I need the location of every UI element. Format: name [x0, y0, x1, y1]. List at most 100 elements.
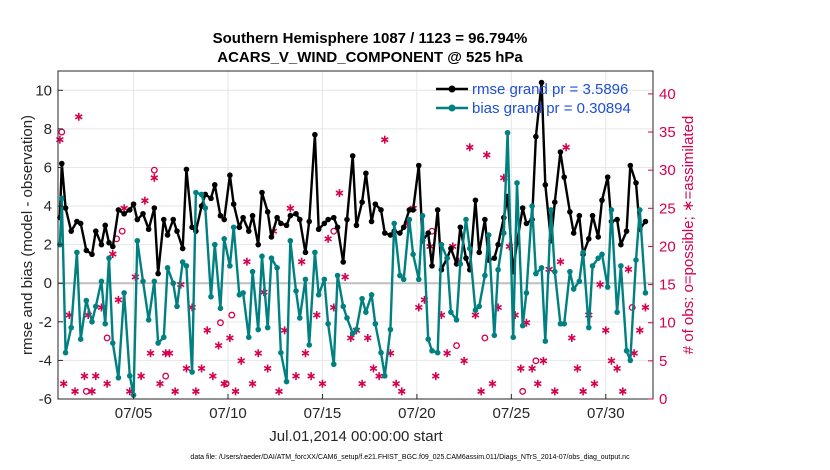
assimilated-obs-point: [624, 265, 633, 274]
bias-point: [170, 280, 177, 287]
bias-point: [274, 265, 280, 271]
rmse-point: [109, 243, 116, 250]
assimilated-obs-stroke: [156, 381, 164, 387]
rmse-point: [249, 212, 256, 219]
plot-area: [58, 71, 653, 399]
rmse-point: [599, 197, 605, 204]
assimilated-obs-stroke: [443, 350, 451, 356]
bias-point: [255, 326, 262, 333]
possible-obs-point: [118, 227, 126, 235]
rmse-point: [126, 207, 133, 213]
assimilated-obs-point: [59, 379, 68, 388]
assimilated-obs-stroke: [103, 381, 111, 387]
x-tick-label: 07/05: [115, 405, 153, 422]
assimilated-obs-stroke: [369, 365, 378, 372]
bias-point: [410, 251, 416, 258]
rmse-point: [134, 216, 141, 223]
rmse-point: [372, 201, 379, 207]
rmse-point: [89, 251, 95, 258]
rmse-point: [240, 214, 246, 221]
bias-point: [538, 265, 545, 271]
x-tick-label: 07/30: [587, 405, 625, 422]
bias-point: [363, 309, 369, 315]
rmse-point: [102, 222, 109, 229]
bias-point: [425, 336, 432, 342]
assimilated-obs-stroke: [88, 388, 96, 395]
assimilated-obs-point: [369, 364, 378, 373]
bias-point: [58, 195, 65, 202]
assimilated-obs-stroke: [146, 350, 155, 356]
bias-point: [627, 357, 634, 364]
assimilated-obs-stroke: [607, 358, 616, 364]
rmse-point: [627, 162, 634, 169]
bias-point: [387, 326, 394, 333]
assimilated-obs-point: [443, 349, 451, 358]
rmse-point: [410, 207, 416, 213]
rmse-point: [519, 205, 526, 211]
assimilated-obs-point: [567, 333, 576, 342]
rmse-point: [115, 207, 122, 213]
bias-point: [533, 270, 539, 277]
y2-tick-label: 30: [659, 162, 676, 179]
bias-point: [353, 326, 360, 333]
assimilated-obs-stroke: [573, 365, 582, 372]
rmse-point: [164, 232, 171, 238]
assimilated-obs-point: [641, 303, 650, 312]
bias-point: [109, 340, 116, 346]
rmse-point: [434, 207, 441, 213]
data-file-footer: data file: /Users/raeder/DAI/ATM_forcXX/…: [190, 454, 630, 461]
rmse-point: [378, 207, 384, 213]
bias-point: [325, 320, 331, 327]
legend: rmse grand pr = 3.5896 bias grand pr = 0…: [436, 81, 631, 117]
assimilated-obs-stroke: [165, 350, 174, 356]
rmse-point: [121, 210, 127, 217]
rmse-point: [344, 216, 350, 223]
x-axis: 07/05 07/10 07/15 07/20 07/25 07/30: [115, 394, 625, 422]
assimilated-obs-stroke: [375, 373, 383, 379]
y-tick-label: 2: [44, 237, 52, 254]
obs-count-layer: [56, 112, 650, 396]
bias-point: [368, 292, 375, 298]
bias-point: [599, 251, 605, 258]
rmse-point: [325, 216, 331, 223]
assimilated-obs-point: [516, 364, 525, 373]
bias-point: [83, 297, 90, 304]
bias-point: [551, 268, 558, 275]
assimilated-obs-point: [380, 135, 389, 144]
rmse-point: [576, 212, 583, 219]
bias-point: [296, 315, 303, 321]
rmse-point: [397, 230, 403, 236]
chart-title-line2: ACARS_V_WIND_COMPONENT @ 525 hPa: [217, 49, 523, 66]
bias-point: [542, 338, 549, 344]
rmse-point: [230, 201, 237, 207]
rmse-point: [155, 270, 161, 277]
assimilated-obs-stroke: [243, 259, 251, 265]
y2-tick-label: 5: [659, 353, 667, 370]
rmse-point: [160, 216, 167, 223]
bias-point: [330, 361, 337, 368]
rmse-point: [523, 220, 530, 227]
possible-obs-point: [103, 334, 111, 342]
assimilated-obs-point: [91, 372, 100, 381]
assimilated-obs-stroke: [431, 373, 440, 379]
assimilated-obs-point: [539, 356, 548, 365]
rmse-point: [321, 220, 328, 227]
bias-point: [391, 220, 398, 227]
assimilated-obs-point: [301, 349, 310, 358]
assimilated-obs-point: [214, 341, 223, 350]
rmse-point: [448, 245, 454, 252]
rmse-point: [92, 228, 99, 234]
assimilated-obs-point: [171, 387, 179, 396]
assimilated-obs-point: [88, 387, 96, 396]
rmse-point: [306, 218, 313, 225]
possible-obs-point: [228, 311, 236, 319]
rmse-point: [330, 214, 337, 221]
assimilated-obs-point: [80, 372, 89, 381]
bias-point: [264, 324, 271, 331]
assimilated-obs-stroke: [141, 197, 149, 204]
y2-tick-label: 35: [659, 124, 676, 141]
rmse-point: [476, 249, 483, 256]
bias-point: [614, 309, 620, 315]
rmse-point: [400, 224, 407, 231]
bias-point: [585, 324, 592, 331]
